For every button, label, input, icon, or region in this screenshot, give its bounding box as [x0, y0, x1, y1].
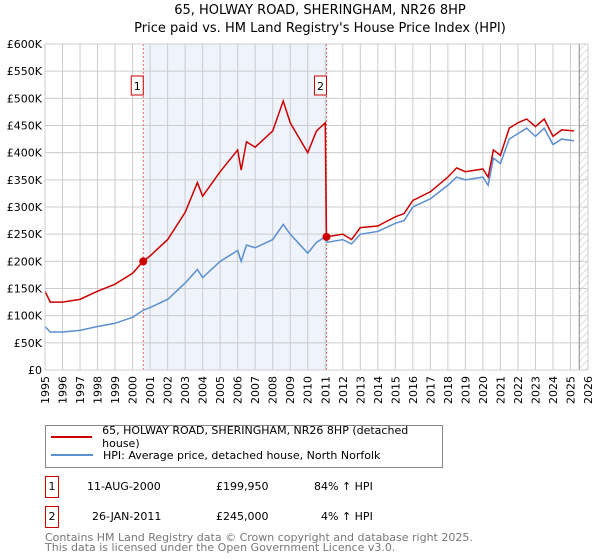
legend-label: 65, HOLWAY ROAD, SHERINGHAM, NR26 8HP (d…: [102, 424, 409, 450]
legend: 65, HOLWAY ROAD, SHERINGHAM, NR26 8HP (d…: [45, 424, 443, 468]
legend-swatch: [51, 436, 93, 438]
x-tick-label: 2012: [337, 376, 350, 404]
y-tick-label: £550K: [7, 65, 43, 78]
x-tick-label: 2005: [214, 376, 227, 404]
x-tick-label: 2003: [179, 376, 192, 404]
chart-subtitle: Price paid vs. HM Land Registry's House …: [134, 21, 506, 36]
y-tick-label: £200K: [7, 255, 43, 268]
x-tick-label: 1995: [39, 376, 52, 404]
price: £199,950: [216, 480, 269, 493]
y-tick-label: £500K: [7, 92, 43, 105]
x-tick-label: 2023: [529, 376, 542, 404]
series-line: [44, 98, 575, 303]
x-tick-label: 2001: [144, 376, 157, 404]
x-tick-label: 2016: [407, 376, 420, 404]
x-tick-label: 2000: [127, 376, 140, 404]
x-tick-label: 2025: [564, 376, 577, 404]
x-tick-label: 2015: [389, 376, 402, 404]
date: 11-AUG-2000: [87, 480, 161, 493]
hpi-diff: 4% ↑ HPI: [321, 510, 373, 523]
sale-badge-label: 2: [317, 80, 324, 93]
x-tick-label: 2022: [512, 376, 525, 404]
footer-licence: This data is licensed under the Open Gov…: [45, 541, 396, 554]
price: £245,000: [216, 510, 269, 523]
chart-title: 65, HOLWAY ROAD, SHERINGHAM, NR26 8HP: [174, 3, 466, 18]
x-tick-label: 2024: [547, 376, 560, 404]
plot-border: [44, 43, 589, 371]
y-tick-label: £100K: [7, 310, 43, 323]
x-tick-label: 2017: [424, 376, 437, 404]
legend-swatch: [51, 454, 93, 456]
x-tick-label: 2006: [232, 376, 245, 404]
y-tick-label: £350K: [7, 174, 43, 187]
marker-badge: 1: [45, 476, 59, 498]
x-tick-label: 2002: [162, 376, 175, 404]
x-tick-label: 2013: [354, 376, 367, 404]
sale-point: [139, 257, 148, 266]
x-tick-label: 2009: [284, 376, 297, 404]
x-tick-label: 1997: [74, 376, 87, 404]
x-tick-label: 1996: [57, 376, 70, 404]
y-tick-label: £0: [28, 364, 42, 377]
transaction-row: 2 26-JAN-2011 £245,000 4% ↑ HPI: [45, 506, 445, 528]
x-tick-label: 2011: [319, 376, 332, 404]
date: 26-JAN-2011: [92, 510, 162, 523]
legend-label: HPI: Average price, detached house, Nort…: [103, 448, 381, 462]
sale-badge-label: 1: [134, 80, 141, 93]
x-tick-label: 2021: [494, 376, 507, 404]
x-tick-label: 2010: [302, 376, 315, 404]
hpi-diff: 84% ↑ HPI: [314, 480, 373, 493]
x-tick-label: 2019: [459, 376, 472, 404]
y-tick-label: £250K: [7, 228, 43, 241]
x-tick-label: 2004: [197, 376, 210, 404]
price-chart: 1995 1996 1997 1998 1999 2000 2001 2002 2003 2004…: [7, 38, 595, 404]
marker-badge: 2: [45, 506, 59, 528]
x-tick-label: 2020: [477, 376, 490, 404]
y-tick-label: £50K: [14, 337, 43, 350]
x-tick-label: 2008: [267, 376, 280, 404]
x-tick-label: 2018: [442, 376, 455, 404]
x-tick-label: 2014: [372, 376, 385, 404]
legend-item-hpi: HPI: Average price, detached house, Nort…: [51, 447, 380, 463]
x-tick-label: 2026: [582, 376, 595, 404]
y-tick-label: £450K: [7, 120, 43, 133]
sale-point: [322, 232, 331, 241]
y-tick-label: £400K: [7, 147, 43, 160]
x-tick-label: 1999: [109, 376, 122, 404]
footer-copyright: Contains HM Land Registry data © Crown c…: [45, 531, 473, 544]
x-tick-label: 2007: [249, 376, 262, 404]
y-tick-label: £300K: [7, 201, 43, 214]
legend-item-property: 65, HOLWAY ROAD, SHERINGHAM, NR26 8HP (d…: [51, 424, 442, 450]
y-tick-label: £150K: [7, 283, 43, 296]
sale-badge: [130, 75, 144, 96]
y-tick-label: £600K: [7, 38, 43, 51]
sale-badge: [313, 75, 327, 96]
x-tick-label: 1998: [92, 376, 105, 404]
transaction-row: 1 11-AUG-2000 £199,950 84% ↑ HPI: [45, 476, 445, 498]
